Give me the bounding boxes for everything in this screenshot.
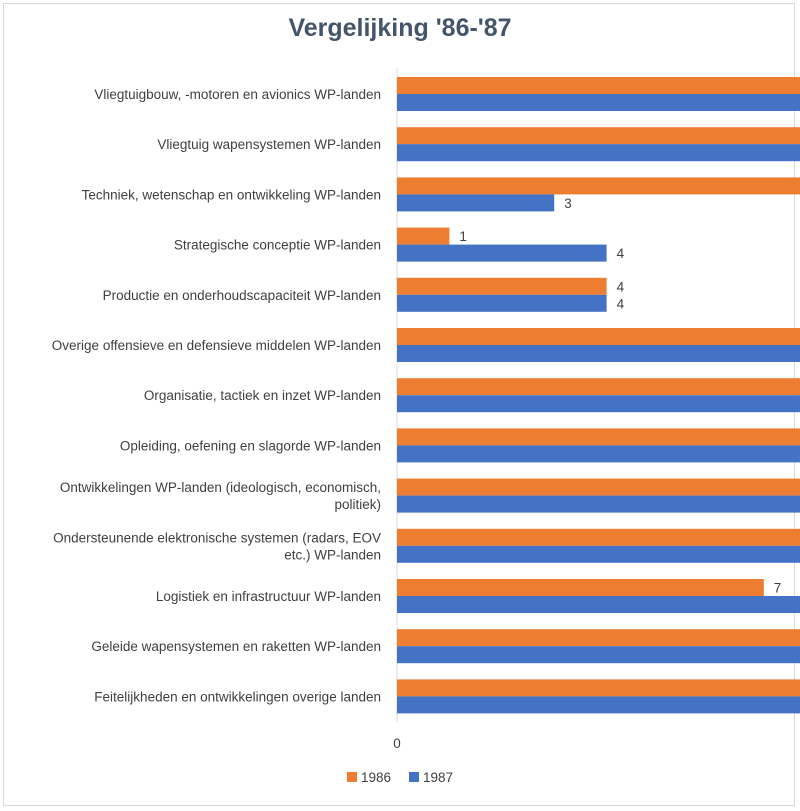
category-label: Feitelijkheden en ontwikkelingen overige…	[94, 689, 381, 704]
legend-swatch-1986	[347, 772, 357, 782]
legend-swatch-1987	[409, 772, 419, 782]
category-label: Organisatie, tactiek en inzet WP-landen	[144, 388, 381, 403]
bar-1987	[397, 545, 800, 563]
bar-1986	[397, 127, 800, 145]
bar-1987	[397, 445, 800, 463]
category-label: etc.) WP-landen	[284, 547, 381, 562]
bar-1987	[397, 345, 800, 362]
category-label: politiek)	[334, 497, 381, 512]
legend-label: 1987	[423, 770, 453, 785]
data-label: 4	[617, 279, 625, 294]
bar-1986	[397, 679, 800, 697]
bar-1986	[397, 77, 800, 94]
bar-1986	[397, 328, 800, 345]
data-label: 4	[617, 246, 625, 261]
category-label: Opleiding, oefening en slagorde WP-lande…	[120, 438, 381, 453]
bar-1987	[397, 194, 555, 212]
x-axis-ticks: 010203040506070	[393, 736, 401, 751]
data-label: 4	[617, 296, 625, 311]
bar-1986	[397, 277, 607, 295]
data-label: 7	[774, 581, 782, 596]
bar-1986	[397, 528, 800, 546]
bar-1987	[397, 495, 800, 513]
bar-1986	[397, 579, 764, 596]
bar-1986	[397, 428, 800, 446]
category-label: Vliegtuig wapensystemen WP-landen	[157, 137, 381, 152]
bar-1986	[397, 478, 800, 496]
bars	[397, 77, 800, 714]
bar-1987	[397, 696, 800, 714]
chart-title: Vergelijking '86-'87	[288, 14, 512, 42]
category-label: Vliegtuigbouw, -motoren en avionics WP-l…	[94, 87, 381, 102]
category-label: Overige offensieve en defensieve middele…	[52, 338, 381, 353]
data-label: 1	[459, 229, 467, 244]
category-label: Strategische conceptie WP-landen	[174, 238, 381, 253]
bar-1987	[397, 144, 800, 162]
bar-1987	[397, 294, 607, 312]
legend: 1986 1987	[347, 770, 453, 785]
bar-1987	[397, 94, 800, 111]
category-label: Ondersteunende elektronische systemen (r…	[53, 530, 381, 545]
bar-1986	[397, 378, 800, 396]
data-label: 3	[564, 196, 572, 211]
bar-1986	[397, 629, 800, 647]
data-labels: 3026231783144489303265652514189713442631…	[459, 196, 782, 596]
category-label: Ontwikkelingen WP-landen (ideologisch, e…	[60, 480, 381, 495]
category-labels: Vliegtuigbouw, -motoren en avionics WP-l…	[52, 87, 381, 704]
category-label: Techniek, wetenschap en ontwikkeling WP-…	[82, 187, 381, 202]
bar-1987	[397, 395, 800, 413]
bar-1987	[397, 646, 800, 664]
category-label: Logistiek en infrastructuur WP-landen	[156, 589, 381, 604]
bar-1987	[397, 596, 800, 613]
x-tick-label: 0	[393, 736, 401, 751]
bar-1986	[397, 177, 800, 195]
bar-1987	[397, 244, 607, 262]
legend-label: 1986	[361, 770, 391, 785]
category-label: Productie en onderhoudscapaciteit WP-lan…	[103, 288, 381, 303]
bar-1986	[397, 227, 450, 245]
category-label: Geleide wapensystemen en raketten WP-lan…	[91, 639, 381, 654]
